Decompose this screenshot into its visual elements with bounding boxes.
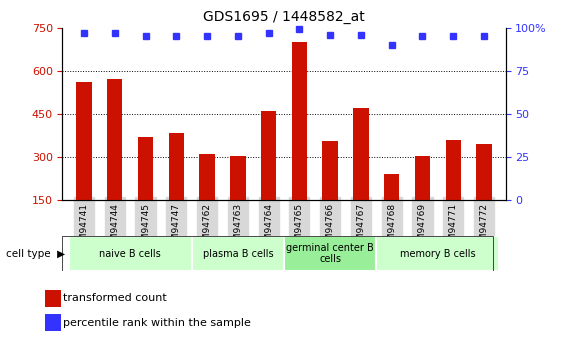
Bar	[477, 144, 492, 200]
Text: percentile rank within the sample: percentile rank within the sample	[63, 318, 250, 327]
Text: plasma B cells: plasma B cells	[203, 249, 273, 258]
Bar	[45, 290, 61, 307]
Text: transformed count: transformed count	[63, 294, 166, 303]
Bar	[376, 236, 499, 271]
Bar	[138, 137, 153, 200]
Text: cell type  ▶: cell type ▶	[6, 249, 65, 258]
Bar	[199, 154, 215, 200]
Bar	[261, 111, 276, 200]
Bar	[169, 132, 184, 200]
Bar	[107, 79, 123, 200]
Bar	[384, 174, 399, 200]
Bar	[230, 156, 245, 200]
Bar	[292, 42, 307, 200]
Bar	[445, 140, 461, 200]
Text: germinal center B
cells: germinal center B cells	[286, 243, 374, 264]
Bar	[415, 156, 430, 200]
Bar	[69, 236, 191, 271]
Bar	[76, 82, 91, 200]
Text: memory B cells: memory B cells	[400, 249, 475, 258]
Bar	[191, 236, 284, 271]
Title: GDS1695 / 1448582_at: GDS1695 / 1448582_at	[203, 10, 365, 24]
Bar	[353, 108, 369, 200]
Bar	[323, 141, 338, 200]
Bar	[45, 314, 61, 331]
Text: naive B cells: naive B cells	[99, 249, 161, 258]
Bar	[284, 236, 377, 271]
